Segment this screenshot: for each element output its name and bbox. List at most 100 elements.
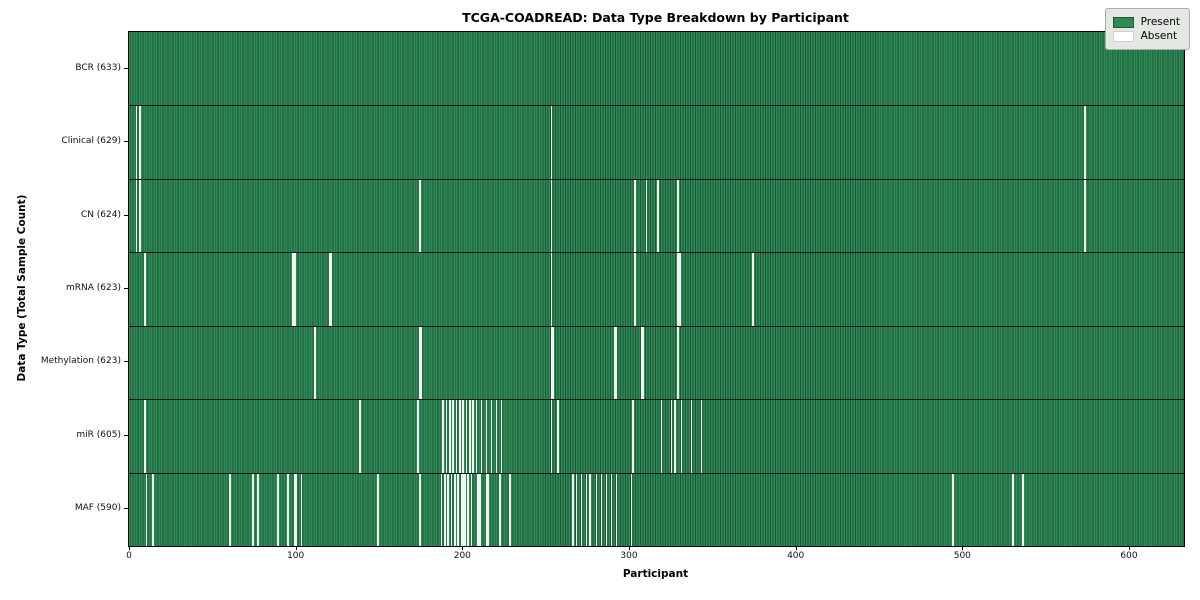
absent-stripe — [615, 325, 618, 400]
x-tick-mark — [1129, 546, 1130, 550]
absent-stripe — [509, 472, 511, 546]
absent-stripe — [419, 178, 421, 253]
y-tick-label-methylation: Methylation (623) — [40, 356, 121, 367]
absent-stripe — [287, 472, 290, 546]
x-tick-mark — [295, 546, 297, 550]
absent-stripe — [550, 325, 553, 400]
absent-stripe — [457, 472, 460, 546]
absent-stripe — [677, 178, 680, 253]
absent-stripe — [550, 399, 553, 473]
absent-stripe — [135, 105, 138, 179]
row-separator — [129, 178, 1184, 180]
absent-stripe — [640, 325, 643, 400]
heatmap-row-methylation — [129, 325, 1184, 400]
absent-stripe — [460, 472, 463, 546]
heatmap-row-maf — [129, 472, 1184, 546]
absent-stripe — [450, 472, 453, 546]
y-tick-label-bcr: BCR (633) — [75, 62, 121, 73]
absent-stripe — [277, 472, 280, 546]
absent-stripe — [634, 252, 636, 326]
absent-stripe — [752, 252, 755, 326]
legend-present-label: Present — [1140, 16, 1180, 28]
absent-stripe — [452, 399, 455, 473]
absent-stripe — [550, 252, 553, 326]
absent-stripe — [595, 472, 598, 546]
x-tick-label-600: 600 — [1120, 551, 1138, 561]
heatmap-row-clinical — [129, 105, 1184, 179]
absent-stripe — [294, 472, 296, 546]
absent-stripe — [459, 399, 461, 473]
absent-stripe — [300, 472, 303, 546]
absent-stripe — [139, 178, 141, 253]
absent-stripe — [465, 399, 468, 473]
absent-stripe — [462, 472, 465, 546]
absent-stripe — [589, 472, 591, 546]
absent-stripe — [467, 472, 470, 546]
heatmap-row-mir — [129, 399, 1184, 473]
absent-stripe — [660, 399, 663, 473]
absent-stripe — [615, 472, 618, 546]
absent-stripe — [329, 252, 331, 326]
absent-stripe — [575, 472, 578, 546]
absent-stripe — [477, 472, 480, 546]
x-tick-mark — [962, 546, 964, 550]
y-tick-mark — [124, 214, 128, 216]
absent-stripe — [499, 472, 501, 546]
absent-stripe — [642, 325, 645, 400]
x-axis-title: Participant — [622, 568, 689, 580]
absent-stripe — [135, 178, 138, 253]
heatmap-row-mrna — [129, 252, 1184, 326]
x-tick-mark — [129, 546, 130, 550]
absent-stripe — [449, 399, 451, 473]
absent-stripe — [445, 399, 448, 473]
absent-stripe — [455, 399, 458, 473]
absent-stripe — [952, 472, 955, 546]
absent-stripe — [1012, 472, 1015, 546]
absent-stripe — [417, 399, 420, 473]
heatmap-plot-area — [128, 31, 1185, 547]
absent-stripe — [1084, 178, 1086, 253]
absent-stripe — [447, 472, 450, 546]
heatmap-row-cn — [129, 178, 1184, 253]
absent-stripe — [679, 252, 681, 326]
absent-stripe — [550, 178, 553, 253]
legend-present-swatch — [1112, 16, 1134, 28]
y-tick-label-mir: miR (605) — [76, 429, 121, 440]
y-tick-mark — [124, 141, 128, 143]
y-axis-title-text: Data Type (Total Sample Count) — [16, 194, 28, 382]
absent-stripe — [314, 325, 316, 400]
absent-stripe — [614, 325, 616, 400]
absent-stripe — [152, 472, 155, 546]
absent-stripe — [294, 252, 296, 326]
legend-absent-label: Absent — [1140, 30, 1178, 42]
legend-absent-swatch — [1112, 30, 1134, 42]
absent-stripe — [419, 325, 421, 400]
x-tick-label-200: 200 — [453, 551, 471, 561]
absent-stripe — [144, 252, 146, 326]
absent-stripe — [700, 399, 703, 473]
absent-stripe — [469, 399, 471, 473]
y-tick-mark — [124, 508, 128, 510]
legend-entry-absent: Absent — [1112, 30, 1180, 42]
x-tick-label-300: 300 — [620, 551, 638, 561]
x-tick-mark — [629, 546, 630, 550]
absent-stripe — [632, 399, 635, 473]
absent-stripe — [610, 472, 613, 546]
absent-stripe — [139, 105, 141, 179]
absent-stripe — [657, 178, 660, 253]
absent-stripe — [442, 399, 445, 473]
absent-stripe — [1084, 105, 1086, 179]
x-tick-label-0: 0 — [126, 551, 132, 561]
absent-stripe — [229, 472, 231, 546]
y-tick-mark — [124, 67, 128, 69]
absent-stripe — [634, 178, 636, 253]
y-tick-label-clinical: Clinical (629) — [61, 136, 121, 147]
absent-stripe — [377, 472, 380, 546]
absent-stripe — [690, 399, 693, 473]
absent-stripe — [677, 325, 680, 400]
absent-stripe — [485, 472, 488, 546]
absent-stripe — [670, 399, 673, 473]
absent-stripe — [330, 252, 333, 326]
absent-stripe — [479, 472, 481, 546]
